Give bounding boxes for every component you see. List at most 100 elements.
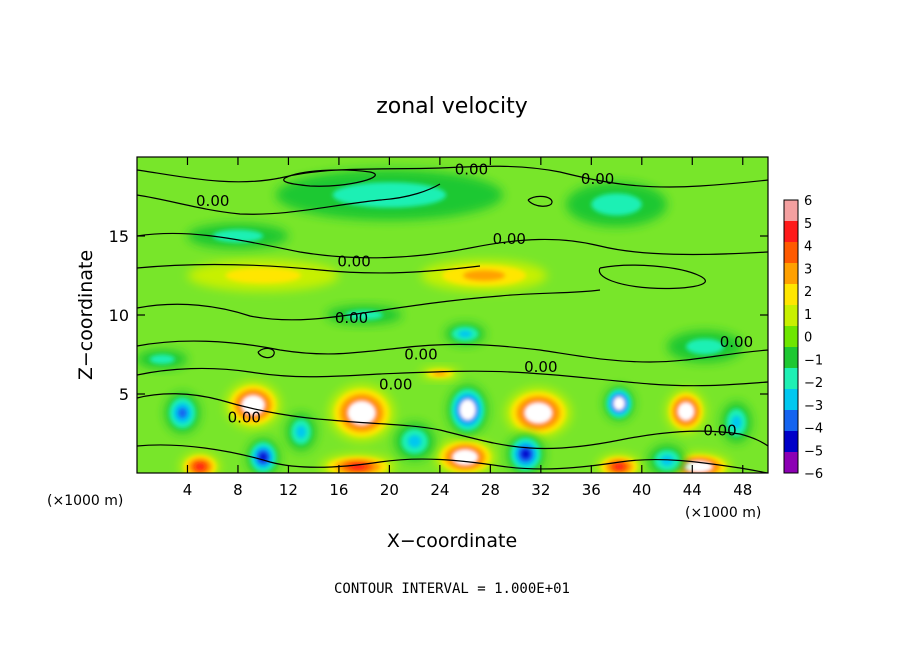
colorbar-tick-label: 5 bbox=[804, 217, 812, 232]
x-tick-label: 40 bbox=[632, 481, 651, 499]
velocity-feature bbox=[596, 454, 642, 473]
x-tick-label: 48 bbox=[733, 481, 752, 499]
colorbar-swatch bbox=[784, 347, 798, 369]
y-axis: 5 10 15 bbox=[109, 227, 768, 404]
velocity-feature bbox=[164, 392, 201, 434]
contour-label: 0.00 bbox=[524, 358, 557, 376]
colorbar-swatch bbox=[784, 200, 798, 222]
colorbar-frame bbox=[783, 199, 799, 474]
contour-labels: 0.00 0.00 0.00 0.00 0.00 0.00 0.00 0.00 0.00 0.00… bbox=[196, 161, 753, 440]
contour-line bbox=[137, 444, 768, 473]
x-tick-label: 4 bbox=[183, 481, 193, 499]
x-tick-label: 36 bbox=[582, 481, 601, 499]
x-axis: 4 8 12 16 20 24 28 32 36 40 44 48 bbox=[183, 157, 752, 499]
colorbar-tick-label: 1 bbox=[804, 308, 812, 323]
colorbar-tick-label: −3 bbox=[804, 399, 823, 414]
contour-line bbox=[257, 347, 275, 359]
colorbar-swatch bbox=[784, 326, 798, 348]
x-tick-label: 8 bbox=[233, 481, 243, 499]
colorbar-swatch bbox=[784, 431, 798, 453]
colorbar-swatch bbox=[784, 305, 798, 327]
velocity-feature bbox=[394, 422, 435, 461]
contour-label: 0.00 bbox=[581, 170, 614, 188]
velocity-feature bbox=[419, 367, 461, 380]
velocity-feature bbox=[434, 438, 496, 473]
contour-label: 0.00 bbox=[335, 309, 368, 327]
contour-line bbox=[527, 195, 553, 207]
x-tick-label: 20 bbox=[380, 481, 399, 499]
velocity-feature bbox=[447, 384, 488, 436]
colorbar-tick-label: −5 bbox=[804, 444, 823, 459]
velocity-feature bbox=[285, 412, 317, 451]
contour-line bbox=[137, 183, 441, 215]
contour-line bbox=[137, 232, 768, 259]
velocity-feature bbox=[566, 182, 668, 227]
x-tick-label: 32 bbox=[531, 481, 550, 499]
chart-title: zonal velocity bbox=[376, 94, 528, 119]
x-unit-left: (×1000 m) bbox=[47, 493, 123, 509]
velocity-feature bbox=[506, 433, 545, 473]
y-tick-label: 5 bbox=[119, 385, 129, 404]
contour-line bbox=[137, 340, 768, 363]
velocity-feature bbox=[275, 169, 503, 221]
contour-line bbox=[137, 289, 601, 321]
velocity-feature bbox=[444, 322, 486, 346]
contour-label: 0.00 bbox=[196, 192, 229, 210]
velocity-feature bbox=[328, 384, 395, 442]
colorbar-tick-label: −2 bbox=[804, 376, 823, 391]
y-axis-label: Z−coordinate bbox=[75, 250, 97, 380]
colorbar-swatch bbox=[784, 242, 798, 264]
velocity-feature bbox=[665, 389, 707, 434]
x-axis-label: X−coordinate bbox=[387, 530, 517, 552]
contour-label: 0.00 bbox=[720, 333, 753, 351]
contour-line bbox=[283, 169, 376, 187]
velocity-feature bbox=[179, 452, 221, 473]
contour-label: 0.00 bbox=[493, 230, 526, 248]
x-tick-label: 12 bbox=[279, 481, 298, 499]
contour-label: 0.00 bbox=[455, 161, 488, 179]
y-tick-label: 10 bbox=[109, 306, 129, 325]
velocity-feature bbox=[420, 259, 548, 292]
colorbar-swatch bbox=[784, 263, 798, 285]
velocity-field bbox=[137, 169, 752, 473]
velocity-feature bbox=[137, 349, 188, 369]
colorbar-tick-label: 6 bbox=[804, 194, 812, 209]
colorbar-tick-label: 2 bbox=[804, 285, 812, 300]
colorbar-tick-label: −1 bbox=[804, 353, 823, 368]
plot-area: 0.00 0.00 0.00 0.00 0.00 0.00 0.00 0.00 0.00 0.00… bbox=[137, 157, 768, 473]
velocity-feature bbox=[187, 223, 289, 249]
contour-label: 0.00 bbox=[379, 376, 412, 394]
colorbar: 6 5 4 3 2 1 0 −1 −2 −3 −4 −5 −6 bbox=[783, 194, 823, 482]
velocity-feature bbox=[505, 387, 572, 439]
colorbar-tick-label: −6 bbox=[804, 467, 823, 482]
colorbar-swatch bbox=[784, 410, 798, 432]
colorbar-swatch bbox=[784, 221, 798, 243]
contour-label: 0.00 bbox=[337, 252, 370, 270]
colorbar-tick-label: 3 bbox=[804, 262, 812, 277]
contour-line bbox=[137, 165, 768, 188]
contour-interval-footer: CONTOUR INTERVAL = 1.000E+01 bbox=[334, 581, 570, 597]
x-tick-label: 44 bbox=[683, 481, 702, 499]
velocity-feature bbox=[225, 381, 281, 429]
contour-line bbox=[137, 393, 768, 450]
contour-label: 0.00 bbox=[703, 421, 736, 439]
x-tick-label: 24 bbox=[430, 481, 449, 499]
velocity-feature bbox=[246, 438, 280, 473]
contour-label: 0.00 bbox=[228, 409, 261, 427]
contour-line bbox=[137, 367, 768, 387]
colorbar-swatch bbox=[784, 368, 798, 390]
colorbar-swatch bbox=[784, 389, 798, 411]
velocity-feature bbox=[187, 259, 339, 292]
colorbar-tick-label: −4 bbox=[804, 422, 823, 437]
velocity-feature bbox=[603, 386, 635, 421]
x-unit-right: (×1000 m) bbox=[685, 505, 761, 521]
contour-label: 0.00 bbox=[404, 346, 437, 364]
x-tick-label: 16 bbox=[329, 481, 348, 499]
colorbar-tick-label: 4 bbox=[804, 240, 812, 255]
x-tick-label: 28 bbox=[481, 481, 500, 499]
contour-line bbox=[137, 263, 481, 274]
colorbar-swatch bbox=[784, 452, 798, 474]
zero-contours bbox=[137, 165, 768, 473]
contour-line bbox=[598, 264, 706, 290]
